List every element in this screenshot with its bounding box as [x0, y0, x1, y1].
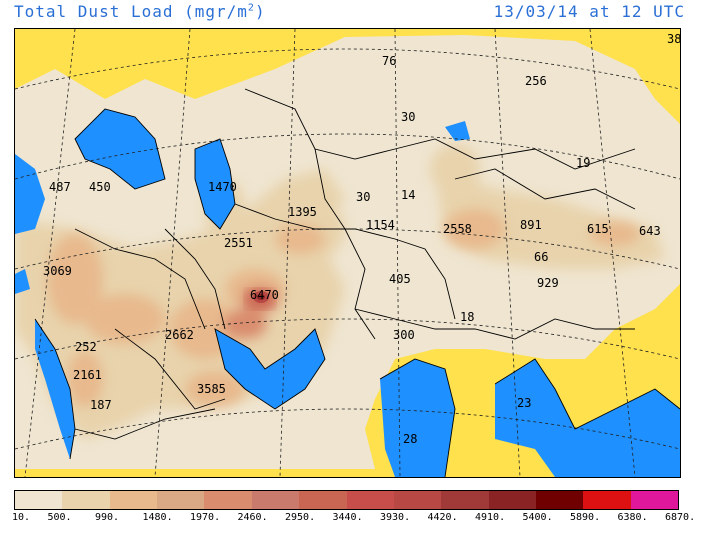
legend-label: 500.	[47, 512, 72, 523]
map-value-label: 1470	[208, 180, 237, 194]
legend-label: 4910.	[475, 512, 506, 523]
map-value-label: 2551	[224, 236, 253, 250]
map-value-label: 450	[89, 180, 111, 194]
map-value-label: 487	[49, 180, 71, 194]
map-value-label: 643	[639, 224, 661, 238]
legend-label: 6870.	[665, 512, 696, 523]
country-borders	[34, 88, 680, 477]
legend-swatch	[488, 491, 536, 509]
map-value-label: 405	[389, 272, 411, 286]
map-value-label: 66	[534, 250, 548, 264]
map-datetime: 13/03/14 at 12 UTC	[493, 2, 685, 21]
map-value-label: 76	[382, 54, 396, 68]
legend-labels: 10. 500. 990. 1480. 1970. 2460. 2950. 34…	[0, 512, 703, 528]
map-value-label: 3585	[197, 382, 226, 396]
map-value-label: 18	[460, 310, 474, 324]
value-labels: 76 256 38 30 19 487 450 1470 30 14 1395 1154 2558 891…	[43, 32, 681, 446]
map-value-label: 3069	[43, 264, 72, 278]
map-value-label: 28	[403, 432, 417, 446]
map-value-label: 19	[576, 156, 590, 170]
sea-areas	[15, 109, 680, 477]
legend-label: 6380.	[617, 512, 648, 523]
map-value-label: 1395	[288, 205, 317, 219]
map-value-label: 30	[356, 190, 370, 204]
map-value-label: 30	[401, 110, 415, 124]
legend-label: 2950.	[285, 512, 316, 523]
legend-label: 3930.	[380, 512, 411, 523]
legend-swatch	[535, 491, 584, 509]
legend-label: 5890.	[570, 512, 601, 523]
map-title: Total Dust Load (mgr/m2)	[14, 2, 266, 21]
legend-swatch	[299, 491, 347, 509]
map-value-label: 891	[520, 218, 542, 232]
legend-label: 2460.	[237, 512, 268, 523]
legend-label: 1480.	[142, 512, 173, 523]
map-value-label: 187	[90, 398, 112, 412]
map-value-label: 2161	[73, 368, 102, 382]
map-value-label: 2662	[165, 328, 194, 342]
map-value-label: 252	[75, 340, 97, 354]
legend-swatch	[630, 491, 679, 509]
legend-swatch	[393, 491, 442, 509]
map-value-label: 300	[393, 328, 415, 342]
map-value-label: 38	[667, 32, 681, 46]
legend-colorbar	[14, 490, 679, 510]
legend-swatch	[251, 491, 300, 509]
legend-swatch	[157, 491, 205, 509]
map-value-label: 615	[587, 222, 609, 236]
legend-label: 5400.	[522, 512, 553, 523]
legend-swatch	[62, 491, 110, 509]
map-value-label: 6470	[250, 288, 279, 302]
map-value-label: 14	[401, 188, 415, 202]
legend-swatch	[15, 491, 63, 509]
dust-field-high	[47, 209, 640, 407]
legend-label: 4420.	[427, 512, 458, 523]
legend-swatch	[583, 491, 631, 509]
legend-swatch	[346, 491, 394, 509]
legend-swatch	[441, 491, 489, 509]
legend-label: 10.	[12, 512, 31, 523]
graticule	[15, 29, 680, 477]
legend-label: 990.	[95, 512, 120, 523]
dust-load-map: 76 256 38 30 19 487 450 1470 30 14 1395 1154 2558 891…	[14, 28, 681, 478]
map-value-label: 256	[525, 74, 547, 88]
map-value-label: 2558	[443, 222, 472, 236]
map-value-label: 929	[537, 276, 559, 290]
legend-label: 3440.	[332, 512, 363, 523]
legend-label: 1970.	[190, 512, 221, 523]
map-value-label: 1154	[366, 218, 395, 232]
dust-hotspot	[246, 289, 274, 309]
legend-swatch	[204, 491, 252, 509]
legend-swatch	[109, 491, 158, 509]
map-value-label: 23	[517, 396, 531, 410]
